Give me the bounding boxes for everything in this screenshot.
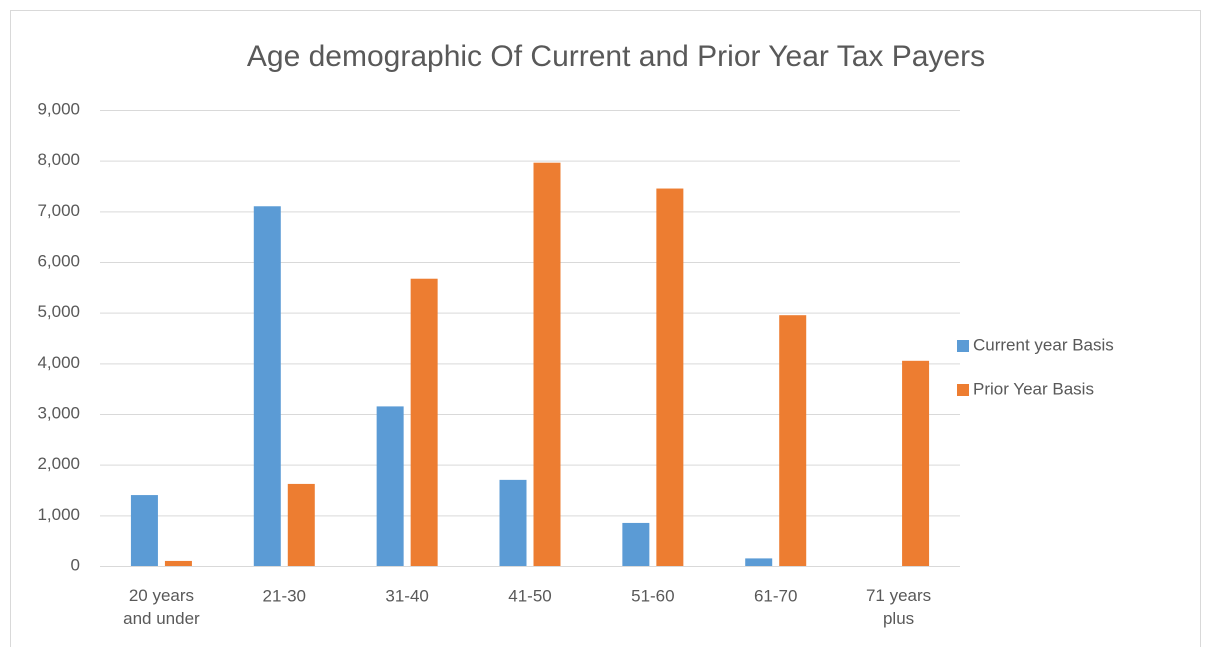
bar bbox=[499, 479, 527, 566]
bar bbox=[622, 522, 650, 566]
bar bbox=[376, 406, 404, 566]
y-tick-label: 3,000 bbox=[37, 403, 80, 422]
bar bbox=[253, 206, 281, 566]
y-tick-label: 8,000 bbox=[37, 150, 80, 169]
bar bbox=[533, 162, 561, 566]
y-tick-label: 1,000 bbox=[37, 505, 80, 524]
bar bbox=[779, 315, 807, 566]
x-tick-label: 31-40 bbox=[385, 586, 428, 605]
x-tick-label: 71 years plus bbox=[866, 586, 931, 628]
y-tick-label: 0 bbox=[71, 555, 80, 574]
bar bbox=[656, 188, 684, 567]
x-tick-label: 41-50 bbox=[508, 586, 551, 605]
x-tick-label: 61-70 bbox=[754, 586, 797, 605]
bar bbox=[287, 483, 315, 566]
y-tick-label: 2,000 bbox=[37, 454, 80, 473]
legend-label: Prior Year Basis bbox=[973, 379, 1094, 398]
x-tick-label: 51-60 bbox=[631, 586, 674, 605]
y-tick-label: 5,000 bbox=[37, 302, 80, 321]
chart-title: Age demographic Of Current and Prior Yea… bbox=[247, 40, 985, 73]
bar bbox=[130, 495, 158, 566]
bar bbox=[164, 560, 192, 566]
y-tick-label: 7,000 bbox=[37, 201, 80, 220]
x-tick-label: 20 years and under bbox=[123, 586, 200, 628]
legend-swatch bbox=[957, 340, 969, 352]
bar bbox=[410, 278, 438, 566]
legend-label: Current year Basis bbox=[973, 335, 1114, 354]
x-tick-label: 21-30 bbox=[263, 586, 306, 605]
bar bbox=[902, 360, 930, 566]
bar bbox=[745, 558, 773, 566]
chart-frame bbox=[10, 10, 1201, 647]
y-tick-label: 4,000 bbox=[37, 353, 80, 372]
y-tick-label: 9,000 bbox=[37, 99, 80, 118]
legend-swatch bbox=[957, 384, 969, 396]
y-tick-label: 6,000 bbox=[37, 251, 80, 270]
